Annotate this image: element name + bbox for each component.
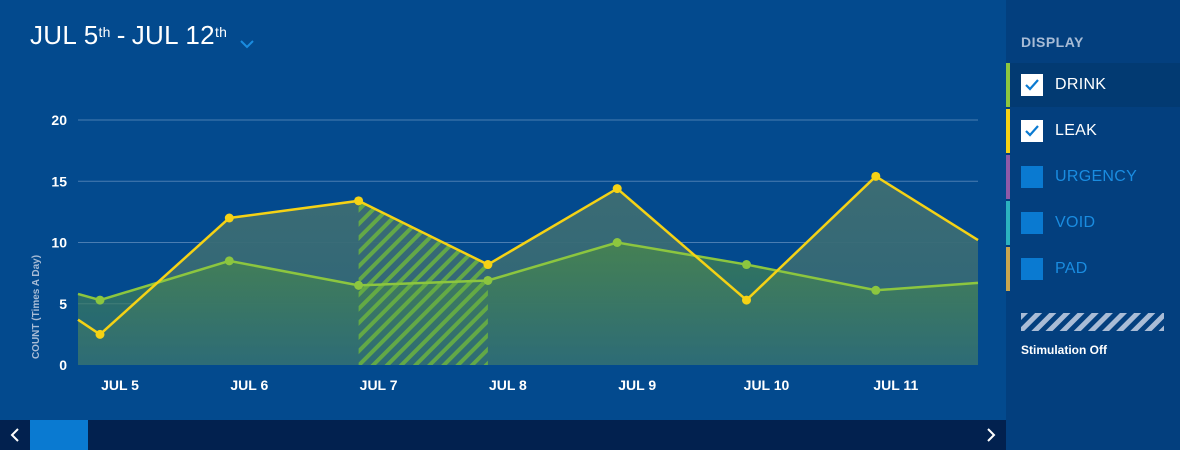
timeline-scrollbar[interactable] bbox=[0, 420, 1006, 450]
checkbox[interactable] bbox=[1021, 74, 1043, 96]
y-axis-label: COUNT (Times A Day) bbox=[31, 255, 42, 359]
display-toggle-label: DRINK bbox=[1055, 76, 1107, 93]
range-end-suffix: th bbox=[214, 23, 228, 40]
x-tick-label: JUL 6 bbox=[230, 377, 268, 393]
chevron-left-icon[interactable] bbox=[0, 420, 30, 450]
leak-point bbox=[871, 171, 881, 181]
display-toggle-label: URGENCY bbox=[1055, 168, 1138, 185]
series-color-bar bbox=[1006, 155, 1010, 199]
line-chart: 0 5 10 15 20 COUNT (Times A Day) JUL 5 JUL 6 JUL… bbox=[31, 112, 979, 393]
leak-point bbox=[612, 184, 622, 194]
x-tick-label: JUL 7 bbox=[360, 377, 398, 393]
drink-point bbox=[612, 238, 622, 247]
x-tick-label: JUL 9 bbox=[618, 377, 656, 393]
display-toggle-void[interactable]: VOID bbox=[1006, 201, 1180, 245]
checkmark-icon bbox=[1025, 125, 1039, 137]
chevron-right-icon[interactable] bbox=[976, 420, 1006, 450]
drink-point bbox=[483, 275, 493, 285]
y-tick-label: 15 bbox=[51, 173, 67, 189]
leak-point bbox=[354, 196, 364, 206]
drink-point bbox=[742, 260, 751, 270]
drink-point bbox=[871, 285, 881, 295]
display-sidebar: DISPLAY DRINK LEAK URGENCY VOID PAD Stimulat… bbox=[1006, 0, 1180, 450]
x-tick-label: JUL 8 bbox=[489, 377, 527, 393]
x-tick-label: JUL 10 bbox=[744, 377, 790, 393]
drink-area bbox=[78, 242, 978, 365]
range-start: JUL 5 bbox=[30, 20, 99, 50]
series-color-bar bbox=[1006, 63, 1010, 107]
display-toggle-leak[interactable]: LEAK bbox=[1006, 109, 1180, 153]
chart-panel: 0 5 10 15 20 COUNT (Times A Day) JUL 5 JUL 6 JUL… bbox=[30, 20, 979, 393]
leak-point bbox=[483, 260, 493, 270]
drink-point bbox=[224, 256, 234, 266]
display-toggle-drink[interactable]: DRINK bbox=[1006, 63, 1180, 107]
display-toggle-pad[interactable]: PAD bbox=[1006, 247, 1180, 291]
series-color-bar bbox=[1006, 109, 1010, 153]
checkbox[interactable] bbox=[1021, 212, 1043, 234]
series-color-bar bbox=[1006, 247, 1010, 291]
display-heading: DISPLAY bbox=[1021, 34, 1084, 50]
checkbox[interactable] bbox=[1021, 166, 1043, 188]
chevron-down-icon[interactable] bbox=[239, 28, 255, 48]
leak-point bbox=[95, 329, 105, 339]
checkbox[interactable] bbox=[1021, 120, 1043, 142]
range-end: JUL 12 bbox=[131, 20, 215, 50]
series-color-bar bbox=[1006, 201, 1010, 245]
leak-point bbox=[742, 295, 751, 305]
display-toggle-label: VOID bbox=[1055, 214, 1096, 231]
stimulation-off-swatch bbox=[1021, 313, 1164, 331]
drink-point bbox=[95, 295, 105, 305]
display-toggle-urgency[interactable]: URGENCY bbox=[1006, 155, 1180, 199]
stimulation-off-label: Stimulation Off bbox=[1021, 343, 1107, 357]
x-tick-label: JUL 5 bbox=[101, 377, 139, 393]
display-toggle-label: LEAK bbox=[1055, 122, 1098, 139]
display-toggle-label: PAD bbox=[1055, 260, 1088, 277]
checkmark-icon bbox=[1025, 79, 1039, 91]
y-tick-label: 5 bbox=[59, 296, 67, 312]
x-tick-label: JUL 11 bbox=[873, 377, 918, 393]
scroll-thumb[interactable] bbox=[30, 420, 88, 450]
y-tick-label: 10 bbox=[51, 235, 67, 251]
range-separator: - bbox=[116, 20, 126, 50]
range-start-suffix: th bbox=[98, 23, 111, 40]
y-tick-label: 0 bbox=[59, 357, 67, 373]
drink-point bbox=[354, 280, 364, 290]
leak-point bbox=[224, 213, 234, 223]
checkbox[interactable] bbox=[1021, 258, 1043, 280]
y-tick-label: 20 bbox=[51, 112, 67, 128]
